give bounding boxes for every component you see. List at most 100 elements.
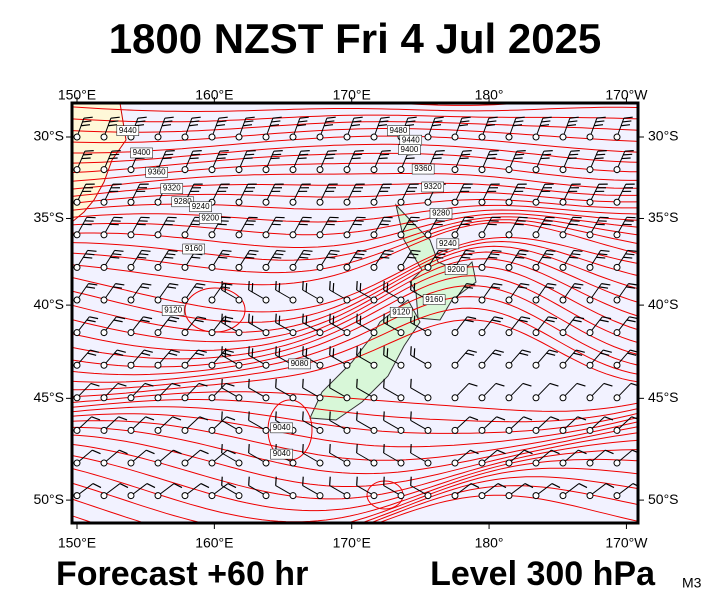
barb-feather xyxy=(434,153,444,156)
wind-barb xyxy=(127,449,155,467)
barb-feather xyxy=(379,120,389,123)
station xyxy=(505,492,513,500)
station xyxy=(343,231,351,239)
contour-label: 9280 xyxy=(174,197,192,206)
barb-feather xyxy=(302,378,304,388)
wind-barb xyxy=(248,476,270,500)
station xyxy=(262,263,270,271)
barb-feather xyxy=(221,476,223,486)
barb-feather xyxy=(278,348,281,358)
barb-feather xyxy=(551,483,561,489)
barb-feather xyxy=(490,183,500,185)
station xyxy=(586,394,594,402)
wind-barb xyxy=(586,249,610,271)
wind-barb xyxy=(383,444,405,467)
barb-feather xyxy=(327,150,337,152)
barb-feather xyxy=(626,216,636,219)
barb-feather xyxy=(216,157,226,160)
barb-feather xyxy=(596,116,606,119)
barb-feather xyxy=(190,120,200,123)
station xyxy=(343,426,351,434)
contour-line xyxy=(72,182,638,197)
wind-barb xyxy=(262,216,285,239)
wind-barb xyxy=(451,483,480,500)
wind-barb xyxy=(532,382,559,402)
barb-feather xyxy=(191,116,201,119)
wind-barb xyxy=(100,183,122,206)
barb-feather xyxy=(274,253,284,256)
station xyxy=(289,133,297,141)
station xyxy=(343,361,351,369)
barb-feather xyxy=(169,283,179,286)
station xyxy=(235,166,243,174)
wind-barb xyxy=(289,150,310,174)
station xyxy=(181,459,189,467)
barb-feather xyxy=(119,449,128,455)
barb-feather xyxy=(167,319,177,323)
barb-feather xyxy=(459,124,469,127)
barb-feather xyxy=(144,382,154,387)
wind-barb xyxy=(383,411,405,434)
station xyxy=(127,296,135,304)
wind-barb xyxy=(505,449,533,467)
barb-feather xyxy=(488,256,498,259)
barb-feather xyxy=(380,116,390,119)
station xyxy=(154,361,162,369)
barb-feather xyxy=(275,378,277,388)
wind-barb xyxy=(154,116,174,141)
wind-barb xyxy=(559,416,587,434)
wind-barb xyxy=(289,183,311,206)
wind-barb xyxy=(248,411,270,434)
wind-barb xyxy=(397,216,420,239)
barb-feather xyxy=(378,124,388,127)
station xyxy=(127,231,135,239)
barb-feather xyxy=(569,116,579,119)
barb-feather xyxy=(491,319,501,323)
station xyxy=(505,263,513,271)
barb-feather xyxy=(91,416,101,421)
barb-feather xyxy=(225,382,235,387)
barb-feather xyxy=(569,153,579,156)
contour-label-box xyxy=(130,147,153,159)
barb-feather xyxy=(598,183,608,185)
barb-feather xyxy=(302,411,304,421)
station xyxy=(559,166,567,174)
wind-barb xyxy=(451,150,472,174)
barb-feather xyxy=(568,223,578,226)
barb-feather xyxy=(119,483,129,489)
station xyxy=(154,426,162,434)
station xyxy=(613,133,621,141)
barb-feather xyxy=(325,120,335,123)
station xyxy=(559,394,567,402)
wind-barb xyxy=(302,476,324,500)
wind-barb xyxy=(248,281,270,304)
barb-feather xyxy=(522,382,532,387)
barb-feather xyxy=(329,476,331,486)
barb-feather xyxy=(192,187,201,189)
wind-barb xyxy=(343,183,365,206)
barb-feather xyxy=(138,187,147,189)
wind-barb xyxy=(154,382,181,402)
wind-barb xyxy=(248,313,270,337)
wind-barb xyxy=(559,216,582,239)
barb-feather xyxy=(172,416,182,421)
barb-feather xyxy=(222,352,232,356)
contour-label: 9480 xyxy=(390,126,408,135)
barb-feather xyxy=(545,216,555,219)
wind-barb xyxy=(478,116,498,141)
barb-feather xyxy=(278,315,281,325)
barb-feather xyxy=(141,249,151,252)
wind-barb xyxy=(559,283,584,304)
barb-feather xyxy=(551,449,560,455)
station xyxy=(100,394,108,402)
wind-barb xyxy=(316,249,340,271)
contour-label-box xyxy=(182,243,206,255)
wind-barb xyxy=(181,382,208,402)
station xyxy=(343,263,351,271)
station xyxy=(100,426,108,434)
barb-feather xyxy=(329,444,331,454)
barb-feather xyxy=(464,216,474,219)
wind-barb xyxy=(73,216,96,239)
barb-feather xyxy=(245,116,255,119)
